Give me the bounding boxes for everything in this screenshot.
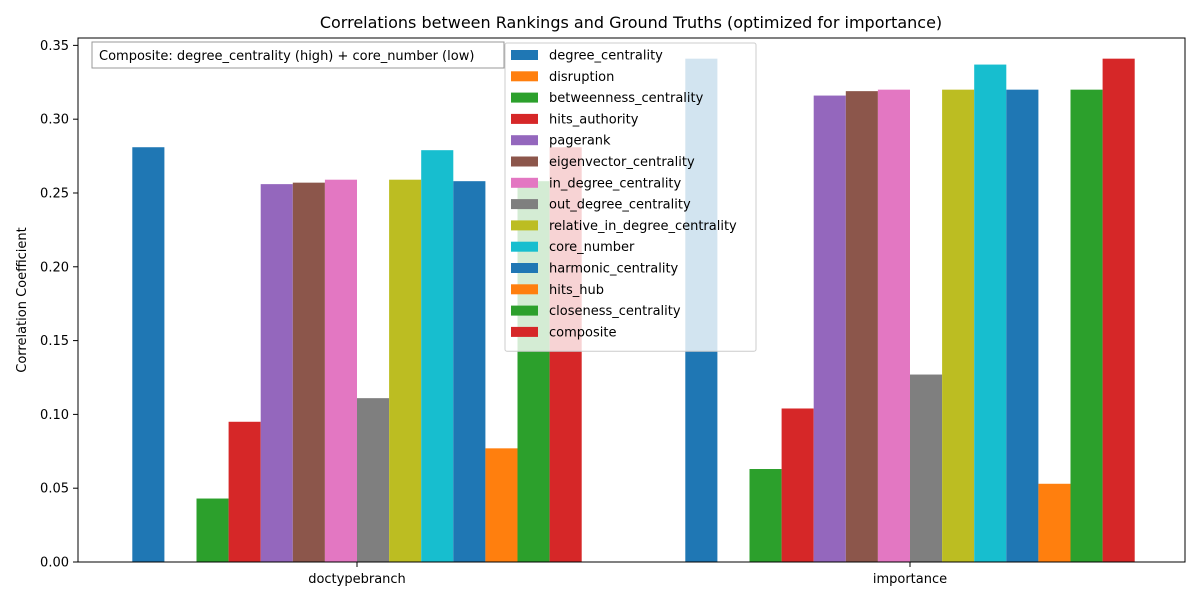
legend-swatch-hits_hub xyxy=(511,284,538,295)
legend-label-degree_centrality: degree_centrality xyxy=(549,49,663,64)
legend-swatch-composite xyxy=(511,326,538,337)
legend-swatch-out_degree_centrality xyxy=(511,199,538,210)
bar-relative_in_degree_centrality-importance xyxy=(942,89,975,562)
y-tick-label: 0.00 xyxy=(40,556,69,571)
legend-swatch-closeness_centrality xyxy=(511,305,538,316)
y-tick-label: 0.20 xyxy=(40,260,69,275)
bar-hits_hub-importance xyxy=(1038,483,1071,562)
legend-swatch-betweenness_centrality xyxy=(511,92,538,103)
y-tick-label: 0.30 xyxy=(40,113,69,128)
legend-label-pagerank: pagerank xyxy=(549,134,611,149)
bar-pagerank-importance xyxy=(813,95,846,562)
y-axis: 0.00 0.05 0.10 0.15 0.20 0.25 0.30 0.35 xyxy=(40,39,78,571)
bar-betweenness_centrality-importance xyxy=(749,469,782,562)
legend-label-relative_in_degree_centrality: relative_in_degree_centrality xyxy=(549,219,737,234)
legend: degree_centrality disruption betweenness_c… xyxy=(504,42,757,352)
bar-hits_hub-doctypebranch xyxy=(485,448,518,562)
legend-label-out_degree_centrality: out_degree_centrality xyxy=(549,198,691,213)
legend-swatch-pagerank xyxy=(511,135,538,146)
bar-core_number-importance xyxy=(974,64,1007,562)
y-tick-label: 0.25 xyxy=(40,186,69,201)
legend-label-harmonic_centrality: harmonic_centrality xyxy=(549,262,679,277)
bar-eigenvector_centrality-importance xyxy=(845,91,878,562)
annotation-frame xyxy=(91,41,505,69)
bar-hits_authority-doctypebranch xyxy=(228,421,261,562)
bar-eigenvector_centrality-doctypebranch xyxy=(292,182,325,562)
bar-in_degree_centrality-doctypebranch xyxy=(324,179,357,562)
legend-swatch-relative_in_degree_centrality xyxy=(511,220,538,231)
legend-swatch-disruption xyxy=(511,71,538,82)
legend-swatch-core_number xyxy=(511,241,538,252)
legend-swatch-in_degree_centrality xyxy=(511,177,538,188)
bar-out_degree_centrality-doctypebranch xyxy=(357,398,390,562)
legend-label-hits_hub: hits_hub xyxy=(549,283,604,298)
y-tick-label: 0.35 xyxy=(40,39,69,54)
x-tick-label-importance: importance xyxy=(873,572,947,587)
bar-closeness_centrality-importance xyxy=(1070,89,1103,562)
y-tick-label: 0.05 xyxy=(40,482,69,497)
y-tick-label: 0.15 xyxy=(40,334,69,349)
legend-label-closeness_centrality: closeness_centrality xyxy=(549,304,681,319)
legend-label-composite: composite xyxy=(549,325,616,340)
bar-harmonic_centrality-importance xyxy=(1006,89,1039,562)
y-tick-label: 0.10 xyxy=(40,408,69,423)
legend-swatch-degree_centrality xyxy=(511,50,538,60)
bar-harmonic_centrality-doctypebranch xyxy=(453,181,486,562)
bar-composite-importance xyxy=(1102,58,1135,562)
legend-swatch-harmonic_centrality xyxy=(511,263,538,273)
legend-frame xyxy=(504,42,757,352)
legend-label-hits_authority: hits_authority xyxy=(549,112,639,127)
chart-title: Correlations between Rankings and Ground… xyxy=(320,13,942,32)
annotation-text: Composite: degree_centrality (high) + co… xyxy=(99,49,474,64)
bar-core_number-doctypebranch xyxy=(421,150,454,562)
bars-layer xyxy=(132,58,1135,563)
bar-out_degree_centrality-importance xyxy=(910,374,943,562)
legend-label-eigenvector_centrality: eigenvector_centrality xyxy=(549,155,695,170)
annotation-box: Composite: degree_centrality (high) + co… xyxy=(91,41,505,69)
bar-relative_in_degree_centrality-doctypebranch xyxy=(389,179,422,562)
legend-label-disruption: disruption xyxy=(549,70,614,85)
x-tick-label-doctypebranch: doctypebranch xyxy=(308,572,406,587)
y-axis-label: Correlation Coefficient xyxy=(15,227,30,373)
legend-label-core_number: core_number xyxy=(549,240,635,255)
bar-betweenness_centrality-doctypebranch xyxy=(196,498,229,562)
x-axis: doctypebranch importance xyxy=(308,562,947,587)
legend-label-in_degree_centrality: in_degree_centrality xyxy=(549,176,682,191)
legend-swatch-hits_authority xyxy=(511,113,538,124)
plot-frame xyxy=(77,37,1186,563)
bar-pagerank-doctypebranch xyxy=(260,184,293,562)
bar-hits_authority-importance xyxy=(781,408,814,562)
bar-in_degree_centrality-importance xyxy=(877,89,910,562)
bar-degree_centrality-doctypebranch xyxy=(132,147,165,563)
legend-swatch-eigenvector_centrality xyxy=(511,156,538,167)
legend-label-betweenness_centrality: betweenness_centrality xyxy=(549,91,704,106)
